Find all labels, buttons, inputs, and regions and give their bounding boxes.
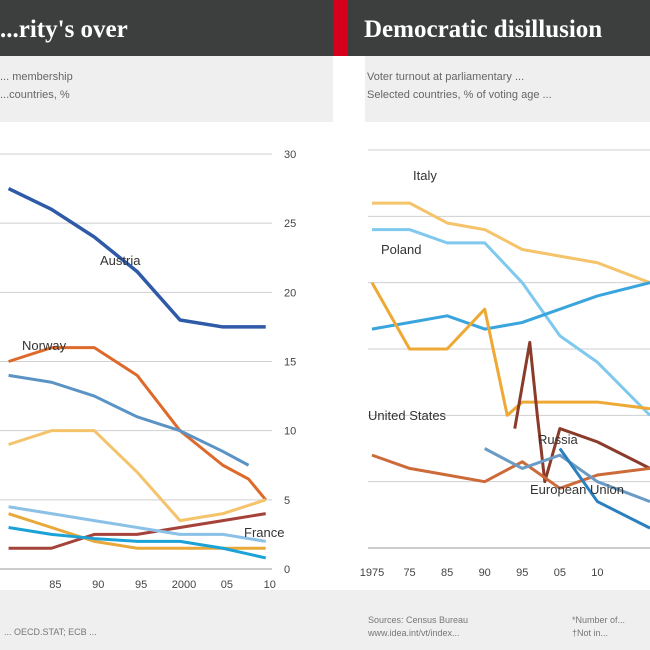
left-series-line-a5423a [8, 512, 266, 550]
right-series-line-russia [484, 447, 650, 503]
left-y-tick-label: 10 [284, 426, 296, 438]
right-subtitle-band: Voter turnout at parliamentary ... Selec… [365, 56, 650, 122]
right-series-line-italy [372, 201, 650, 285]
right-series-label-poland: Poland [381, 242, 421, 257]
right-footer-note-1: *Number of... [572, 615, 626, 625]
right-series-line-poland [370, 281, 650, 417]
right-footer-source-2: www.idea.int/vt/index... [368, 628, 460, 638]
left-series-line-8cc1e7 [8, 505, 266, 543]
right-series-label-italy: Italy [413, 168, 437, 183]
right-series-label-united-states: United States [368, 408, 447, 423]
right-x-tick-label: 85 [441, 567, 453, 579]
right-x-tick-label: 05 [554, 567, 566, 579]
left-footer-source: ... OECD.STAT; ECB ... [4, 627, 97, 637]
right-subtitle-line-1: Voter turnout at parliamentary ... [367, 71, 525, 83]
right-x-tick-label: 10 [591, 567, 603, 579]
header-bar [0, 0, 650, 56]
left-series-line-1ba3d8 [8, 526, 267, 560]
right-series-line-8a3b2a [513, 340, 650, 484]
left-y-tick-label: 20 [284, 287, 296, 299]
right-series-line-3aa4dc [371, 281, 650, 331]
left-y-tick-label: 5 [284, 495, 290, 507]
panel-divider [333, 56, 365, 650]
left-x-tick-label: 90 [92, 579, 104, 590]
left-subtitle-line-1: ... membership [0, 71, 73, 83]
footer-band: ... OECD.STAT; ECB ... Sources: Census B… [0, 590, 650, 650]
right-series-line-european-union [558, 447, 650, 530]
left-line-chart: 30 25 20 15 10 5 0 85 90 95 2000 05 10 Austria Norway F… [0, 149, 296, 590]
right-footer-source-1: Sources: Census Bureau [368, 615, 469, 625]
left-series-line-5a93c4 [8, 373, 250, 467]
left-y-tick-label: 15 [284, 357, 296, 369]
left-x-tick-label: 95 [135, 579, 147, 590]
right-x-tick-label: 90 [479, 567, 491, 579]
right-x-tick-label: 75 [403, 567, 415, 579]
right-series-label-russia: Russia [538, 432, 579, 447]
left-x-tick-label: 85 [49, 579, 61, 590]
left-subtitle-line-2: ...countries, % [0, 89, 70, 101]
left-series-line-norway [8, 346, 267, 501]
right-x-tick-label: 95 [516, 567, 528, 579]
right-footer-note-2: †Not in... [572, 628, 609, 638]
left-x-tick-label: 10 [264, 579, 276, 590]
left-series-label-france: France [244, 525, 284, 540]
right-x-tick-label: 1975 [360, 567, 384, 579]
left-y-tick-label: 0 [284, 564, 290, 576]
right-series-label-european-union: European Union [530, 482, 624, 497]
left-x-tick-label: 2000 [172, 579, 196, 590]
left-series-line-f4c36a [8, 429, 267, 523]
red-accent-tab [333, 0, 348, 56]
left-series-line-austria [7, 187, 266, 329]
right-chart-title: Democratic disillusion [364, 16, 603, 43]
left-subtitle-band: ... membership ...countries, % [0, 56, 333, 122]
right-line-chart: 1975 75 85 90 95 05 10 Italy Poland United States… [360, 149, 650, 579]
left-y-tick-label: 30 [284, 149, 296, 161]
right-subtitle-line-2: Selected countries, % of voting age ... [367, 89, 552, 101]
left-x-tick-label: 05 [221, 579, 233, 590]
left-series-label-norway: Norway [22, 338, 67, 353]
left-series-label-austria: Austria [100, 253, 141, 268]
right-series-line-7fc8ee [372, 228, 650, 417]
left-y-tick-label: 25 [284, 218, 296, 230]
left-chart-title: ...rity's over [0, 16, 128, 43]
